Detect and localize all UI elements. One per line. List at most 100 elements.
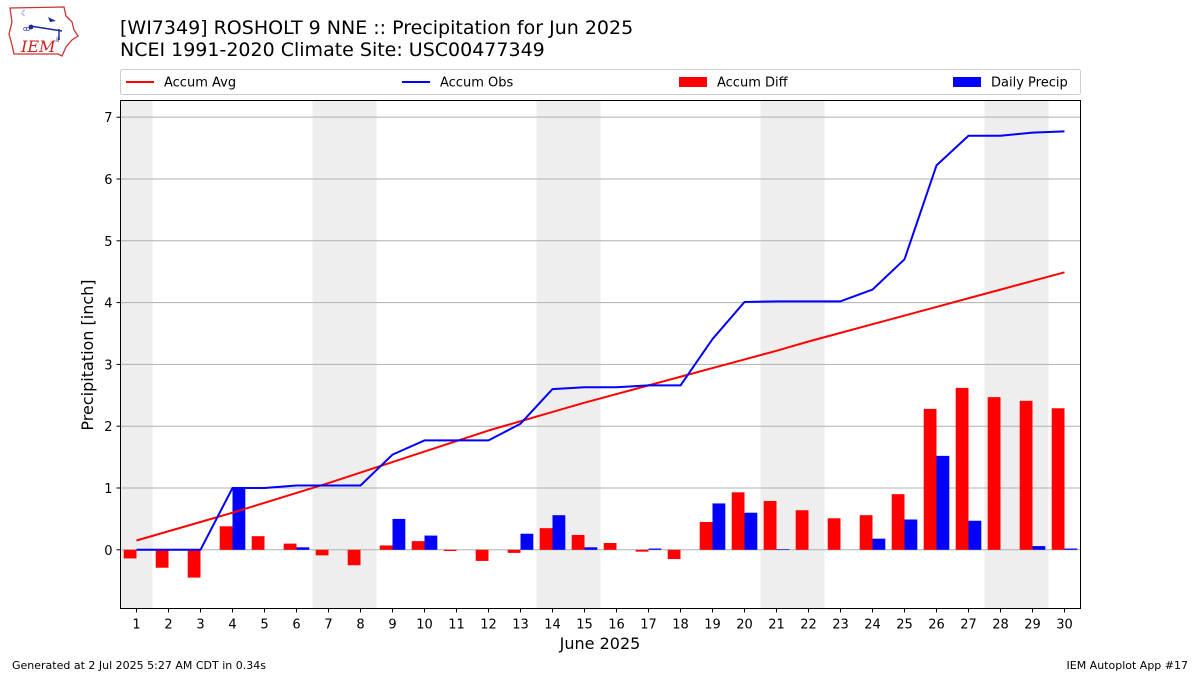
daily-precip-bar xyxy=(776,549,790,550)
x-tick-label: 15 xyxy=(576,618,593,633)
legend-label: Daily Precip xyxy=(991,76,1068,91)
svg-text:ⅱ: ⅱ xyxy=(56,36,59,44)
x-tick-label: 21 xyxy=(768,618,785,633)
x-tick-label: 7 xyxy=(324,618,332,633)
x-tick-label: 24 xyxy=(864,618,881,633)
daily-precip-bar xyxy=(936,455,950,550)
chart-title: [WI7349] ROSHOLT 9 NNE :: Precipitation … xyxy=(120,17,634,39)
daily-precip-bar xyxy=(968,520,982,550)
x-tick-label: 27 xyxy=(960,618,977,633)
x-axis: 1 2 3 4 5 6 7 8 9 10 11 12 13 14 15 16 17 18 19 20 21 22 23 24 2… xyxy=(132,608,1073,633)
x-tick-label: 28 xyxy=(992,618,1009,633)
x-tick-label: 23 xyxy=(832,618,849,633)
x-tick-label: 17 xyxy=(640,618,657,633)
accum-diff-bar xyxy=(891,494,905,550)
accum-diff-bar xyxy=(571,534,585,550)
accum-diff-bar xyxy=(283,543,297,550)
x-tick-label: 26 xyxy=(928,618,945,633)
legend-item-accum-avg: Accum Avg xyxy=(126,76,236,91)
x-tick-label: 25 xyxy=(896,618,913,633)
daily-precip-bar xyxy=(872,538,886,550)
x-tick-label: 4 xyxy=(228,618,236,633)
x-tick-label: 10 xyxy=(416,618,433,633)
accum-diff-bar xyxy=(635,549,649,552)
y-tick-label: 6 xyxy=(104,173,112,188)
x-tick-label: 9 xyxy=(388,618,396,633)
accum-diff-bar xyxy=(187,549,201,578)
x-tick-label: 20 xyxy=(736,618,753,633)
x-axis-label: June 2025 xyxy=(559,634,641,653)
weekend-band xyxy=(536,100,601,609)
x-tick-label: 11 xyxy=(448,618,465,633)
accum-diff-bar xyxy=(603,542,617,550)
accum-avg-line xyxy=(136,271,1065,542)
svg-text:ꝏ: ꝏ xyxy=(23,25,30,33)
daily-precip-bar xyxy=(712,503,726,550)
weekend-band xyxy=(120,100,153,609)
daily-precip-bar xyxy=(424,535,438,550)
legend-item-daily-precip: Daily Precip xyxy=(953,76,1068,91)
x-tick-label: 12 xyxy=(480,618,497,633)
accum-diff-bar xyxy=(251,536,265,550)
daily-precip-bar xyxy=(232,487,246,550)
chart-subtitle: NCEI 1991-2020 Climate Site: USC00477349 xyxy=(120,39,545,61)
line-series xyxy=(136,130,1065,551)
svg-text:☾: ☾ xyxy=(21,9,28,18)
x-tick-label: 6 xyxy=(292,618,300,633)
weekend-band xyxy=(312,100,377,609)
accum-diff-bar xyxy=(475,549,489,561)
y-axis-label: Precipitation [inch] xyxy=(78,279,97,430)
legend: Accum Avg Accum Obs Accum Diff Daily Pre… xyxy=(120,69,1081,95)
x-tick-label: 3 xyxy=(196,618,204,633)
y-tick-label: 4 xyxy=(104,297,112,312)
plot-frame xyxy=(120,100,1081,609)
y-tick-label: 0 xyxy=(104,544,112,559)
app-credit: IEM Autoplot App #17 xyxy=(1066,659,1189,672)
x-tick-label: 19 xyxy=(704,618,721,633)
daily-precip-bar xyxy=(392,518,406,550)
accum-diff-bar xyxy=(1019,400,1033,550)
accum-diff-bar xyxy=(699,521,713,550)
accum-diff-bar xyxy=(155,549,169,568)
legend-label: Accum Diff xyxy=(717,76,789,91)
x-tick-label: 8 xyxy=(356,618,364,633)
y-tick-label: 2 xyxy=(104,420,112,435)
x-tick-label: 13 xyxy=(512,618,529,633)
daily-precip-bar xyxy=(520,533,534,550)
daily-precip-bar xyxy=(744,512,758,550)
daily-precip-bar xyxy=(904,519,918,550)
daily-precip-bar xyxy=(552,515,566,550)
accum-diff-bar xyxy=(315,549,329,556)
accum-diff-bar xyxy=(763,500,777,550)
x-tick-label: 30 xyxy=(1056,618,1073,633)
accum-diff-bar xyxy=(411,541,425,550)
accum-diff-bar xyxy=(955,387,969,550)
bar-series xyxy=(123,387,1078,578)
accum-diff-bar xyxy=(827,518,841,550)
accum-diff-bar xyxy=(731,492,745,550)
accum-diff-bar xyxy=(507,549,521,553)
daily-precip-bar xyxy=(1032,546,1046,550)
legend-label: Accum Obs xyxy=(440,76,513,91)
y-tick-label: 7 xyxy=(104,111,112,126)
accum-diff-bar xyxy=(923,408,937,550)
x-tick-label: 1 xyxy=(132,618,140,633)
gridlines xyxy=(120,116,1081,551)
legend-label: Accum Avg xyxy=(164,76,236,91)
y-tick-label: 3 xyxy=(104,358,112,373)
y-axis: 0 1 2 3 4 5 6 7 xyxy=(104,111,121,559)
logo-text: IEM xyxy=(20,37,56,56)
daily-precip-bar xyxy=(296,547,310,550)
x-tick-label: 22 xyxy=(800,618,817,633)
x-tick-label: 29 xyxy=(1024,618,1041,633)
daily-precip-bar xyxy=(1064,548,1078,550)
legend-item-accum-diff: Accum Diff xyxy=(679,76,789,91)
accum-obs-line xyxy=(136,130,1065,551)
accum-diff-bar xyxy=(539,528,553,550)
generated-timestamp: Generated at 2 Jul 2025 5:27 AM CDT in 0… xyxy=(12,659,266,672)
y-tick-label: 5 xyxy=(104,235,112,250)
accum-diff-bar xyxy=(795,510,809,550)
x-tick-label: 18 xyxy=(672,618,689,633)
x-tick-label: 5 xyxy=(260,618,268,633)
